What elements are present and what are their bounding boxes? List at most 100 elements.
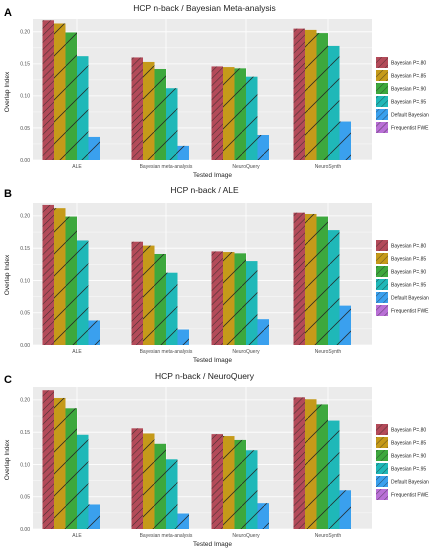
bar-hatch [316, 33, 328, 160]
legend-label: Bayesian P=.80 [391, 428, 426, 434]
bar-hatch [154, 443, 166, 529]
y-tick-label: 0.15 [20, 246, 30, 252]
bar-hatch [339, 490, 351, 529]
legend: Bayesian P=.80 Bayesian P=.85 Bayesian P=.… [376, 424, 429, 500]
legend-label: Bayesian P=.90 [391, 270, 426, 276]
x-tick-label: Bayesian meta-analysis [140, 164, 193, 170]
bar-hatch [223, 252, 235, 345]
legend-swatch-hatch [376, 292, 388, 303]
x-axis-label: Tested Image [193, 357, 232, 364]
chart-title: HCP n-back / Bayesian Meta-analysis [133, 3, 276, 13]
x-tick-label: NeuroSynth [315, 164, 342, 170]
y-tick-label: 0.05 [20, 126, 30, 132]
bar-hatch [293, 212, 305, 345]
legend-label: Bayesian P=.90 [391, 454, 426, 460]
legend: Bayesian P=.80 Bayesian P=.85 Bayesian P=.… [376, 240, 429, 316]
panel-letter: A [4, 7, 12, 19]
legend: Bayesian P=.80 Bayesian P=.85 Bayesian P=.… [376, 57, 429, 133]
legend-label: Frequentist FWE [391, 493, 429, 499]
y-axis-label: Overlap Index [4, 439, 11, 480]
bar-hatch [65, 216, 77, 345]
legend-swatch-hatch [376, 109, 388, 120]
panel-letter: B [4, 188, 12, 200]
y-tick-label: 0.10 [20, 278, 30, 284]
panel-a: A HCP n-back / Bayesian Meta-analysis 0.00… [4, 3, 429, 179]
bar-hatch [154, 68, 166, 160]
bar-hatch [143, 61, 155, 160]
bar-hatch [305, 213, 317, 345]
legend-swatch-hatch [376, 450, 388, 461]
legend-swatch-hatch [376, 463, 388, 474]
legend-label: Bayesian P=.85 [391, 441, 426, 447]
bar-hatch [177, 329, 189, 345]
x-axis-label: Tested Image [193, 541, 232, 548]
bar-hatch [88, 320, 100, 345]
y-tick-label: 0.05 [20, 311, 30, 317]
bar-hatch [316, 404, 328, 529]
panel-c: C HCP n-back / NeuroQuery 0.00 0.05 0.10 0.15… [4, 371, 429, 548]
y-tick-label: 0.10 [20, 94, 30, 100]
bar-hatch [177, 513, 189, 529]
legend-swatch-hatch [376, 266, 388, 277]
legend-swatch-hatch [376, 424, 388, 435]
bar-hatch [211, 66, 223, 160]
legend-label: Bayesian P=.85 [391, 257, 426, 263]
bar-hatch [293, 28, 305, 161]
bar-hatch [65, 408, 77, 529]
legend-swatch-hatch [376, 122, 388, 133]
bar-hatch [246, 450, 258, 529]
bar-hatch [154, 253, 166, 345]
bar-hatch [131, 241, 143, 345]
bar-hatch [42, 204, 54, 345]
legend-swatch-hatch [376, 476, 388, 487]
x-tick-label: ALE [72, 349, 82, 355]
bar-hatch [88, 504, 100, 529]
bar-hatch [257, 319, 269, 345]
legend-label: Bayesian P=.85 [391, 74, 426, 80]
y-tick-label: 0.20 [20, 398, 30, 404]
bar-hatch [305, 29, 317, 161]
x-tick-label: NeuroQuery [232, 533, 260, 539]
x-tick-label: NeuroSynth [315, 349, 342, 355]
bar-hatch [305, 399, 317, 529]
x-tick-label: NeuroQuery [232, 349, 260, 355]
x-tick-label: NeuroSynth [315, 533, 342, 539]
bar-hatch [166, 459, 178, 529]
bar-hatch [143, 245, 155, 345]
bar-hatch [328, 45, 340, 160]
bar-hatch [339, 305, 351, 345]
bar-hatch [223, 436, 235, 529]
bar-hatch [316, 216, 328, 345]
y-tick-label: 0.20 [20, 214, 30, 220]
x-tick-label: ALE [72, 164, 82, 170]
bar-hatch [54, 23, 66, 161]
bar-hatch [234, 68, 246, 160]
y-tick-label: 0.05 [20, 495, 30, 501]
legend-label: Bayesian P=.95 [391, 100, 426, 106]
bar-hatch [77, 56, 89, 160]
bar-hatch [166, 272, 178, 345]
x-tick-label: Bayesian meta-analysis [140, 349, 193, 355]
bar-hatch [211, 251, 223, 345]
legend-swatch-hatch [376, 253, 388, 264]
x-tick-label: Bayesian meta-analysis [140, 533, 193, 539]
legend-label: Bayesian P=.90 [391, 87, 426, 93]
y-tick-label: 0.00 [20, 158, 30, 164]
legend-swatch-hatch [376, 240, 388, 251]
y-tick-label: 0.15 [20, 430, 30, 436]
y-tick-label: 0.10 [20, 462, 30, 468]
legend-swatch-hatch [376, 279, 388, 290]
legend-label: Bayesian P=.80 [391, 61, 426, 67]
bar-hatch [177, 145, 189, 160]
bar-hatch [246, 76, 258, 160]
bar-hatch [234, 253, 246, 345]
bar-hatch [234, 439, 246, 529]
bar-hatch [257, 503, 269, 529]
bar-hatch [77, 240, 89, 345]
bar-hatch [293, 397, 305, 529]
bar-hatch [54, 208, 66, 345]
legend-label: Bayesian P=.80 [391, 244, 426, 250]
panel-b: B HCP n-back / ALE 0.00 0.05 0.10 0.15 0.20 ALE… [4, 185, 429, 364]
bar-hatch [42, 20, 54, 161]
